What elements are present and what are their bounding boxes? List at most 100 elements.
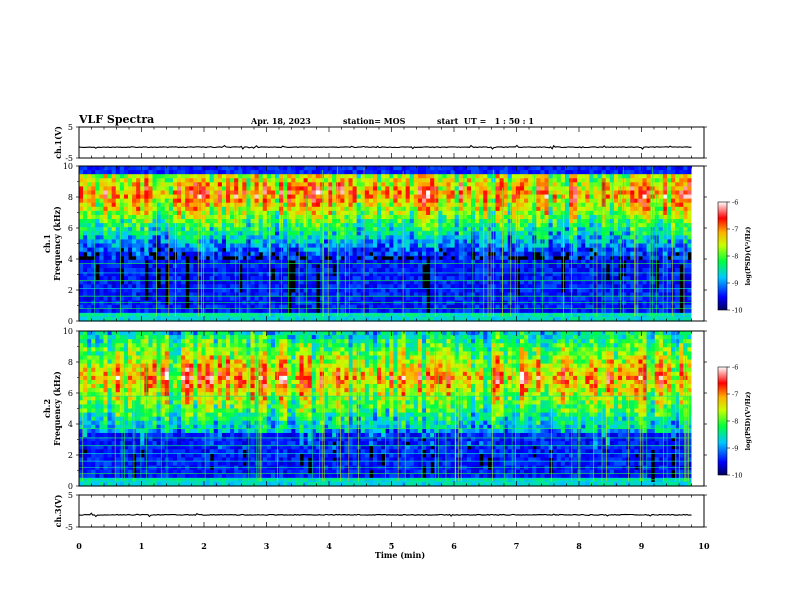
ch1-spec-cell <box>250 263 256 269</box>
ch1-spec-cell <box>328 316 333 322</box>
ch1-spec-cell <box>360 206 366 212</box>
ch1-spec-cell <box>364 259 370 265</box>
ch1-spec-cell <box>417 231 423 236</box>
ch1-spec-cell <box>181 304 186 310</box>
ch1-spec-cell <box>503 235 509 241</box>
ch1-spec-cell <box>507 288 513 294</box>
ch1-spec-cell <box>585 292 591 298</box>
ch1-spec-cell <box>177 182 182 187</box>
ch1-spec-cell <box>87 198 92 204</box>
ch1-spec-cell <box>466 296 472 302</box>
ch1-spec-cell <box>524 259 529 265</box>
ch1-spec-cell <box>413 280 419 285</box>
ch1-spec-cell <box>283 198 288 204</box>
ch1-spec-cell <box>283 214 288 220</box>
ch1-spec-cell <box>307 198 313 204</box>
ch1-spec-cell <box>311 178 317 183</box>
ch1-spec-cell <box>83 272 88 277</box>
ch1-spec-cell <box>181 178 186 183</box>
ch1-spec-cell <box>230 182 235 187</box>
ch1-spec-cell <box>287 198 292 204</box>
ch1-spec-cell <box>446 239 452 245</box>
ch1-spec-cell <box>511 243 517 249</box>
ch1-spec-cell <box>311 231 317 236</box>
ch1-spec-cell <box>99 304 105 310</box>
ch1-spec-cell <box>442 267 448 273</box>
ch1-spec-cell <box>520 263 525 269</box>
ch1-spec-cell <box>450 300 456 306</box>
ch1-spec-cell <box>217 280 223 285</box>
ch1-spec-cell <box>601 223 607 228</box>
ch1-spec-cell <box>307 267 313 273</box>
ch1-spec-cell <box>324 223 329 228</box>
ch1-spec-cell <box>230 292 235 298</box>
ch1-spec-cell <box>168 186 174 192</box>
ch1-spec-cell <box>417 288 423 294</box>
ch1-spec-cell <box>205 292 211 298</box>
ch1-spec-cell <box>548 239 554 245</box>
ch1-spec-cell <box>585 243 591 249</box>
ch1-spec-cell <box>536 308 542 314</box>
ch1-spec-cell <box>364 214 370 220</box>
ch1-spec-cell <box>148 308 154 314</box>
ch1-spec-cell <box>344 251 350 257</box>
ch1-spec-cell <box>234 206 239 212</box>
ch1-spec-cell <box>360 280 366 285</box>
ch1-spec-cell <box>446 198 452 204</box>
ch1-spec-cell <box>238 255 243 261</box>
ch1-spec-cell <box>413 182 419 187</box>
ch1-spec-cell <box>393 300 399 306</box>
ch1-spec-cell <box>132 227 137 232</box>
ch1-spec-cell <box>626 206 631 212</box>
ch1-spec-cell <box>177 267 182 273</box>
ch1-spec-cell <box>377 251 382 257</box>
ch1-spec-cell <box>381 263 386 269</box>
ch1-spec-cell <box>136 182 141 187</box>
ch1-spec-cell <box>283 174 288 179</box>
ch1-spec-cell <box>307 255 313 261</box>
ch1-spec-cell <box>156 198 162 204</box>
ch1-spec-cell <box>405 166 411 171</box>
ch1-spec-cell <box>132 288 137 294</box>
ch1-spec-cell <box>303 239 309 245</box>
ch1-spec-cell <box>397 194 403 200</box>
ch1-spec-cell <box>462 166 468 171</box>
ch1-spec-cell <box>160 166 166 171</box>
ch1-spec-cell <box>364 284 370 289</box>
ch1-spec-cell <box>352 186 358 192</box>
ch1-spec-cell <box>364 219 370 224</box>
ch1-spec-cell <box>250 300 256 306</box>
ch1-spec-cell <box>442 170 448 175</box>
ch1-spec-cell <box>552 206 558 212</box>
ch1-spec-cell <box>246 272 252 277</box>
ch1-spec-cell <box>401 300 407 306</box>
ch1-spec-cell <box>258 259 264 265</box>
ch1-spec-cell <box>172 194 178 200</box>
ch1-spec-cell <box>275 296 280 302</box>
ch1-spec-cell <box>270 202 276 208</box>
ch1-spec-cell <box>275 170 280 175</box>
ch1-spec-cell <box>270 243 276 249</box>
ch1-spec-cell <box>556 284 562 289</box>
ch1-spec-cell <box>462 272 468 277</box>
ch1-spec-cell <box>91 231 96 236</box>
ch1-spec-cell <box>250 316 256 322</box>
ch1-spec-cell <box>426 198 431 204</box>
ch1-spec-cell <box>344 247 350 253</box>
ch1-spec-cell <box>201 263 207 269</box>
ch1-spec-cell <box>295 284 301 289</box>
ch1-spec-cell <box>123 219 129 224</box>
ch1-spec-cell <box>83 259 88 265</box>
ch1-spec-cell <box>226 251 231 257</box>
ch1-spec-cell <box>585 316 591 322</box>
ch1-spec-cell <box>291 194 297 200</box>
ch1-spec-cell <box>270 206 276 212</box>
ch1-spec-cell <box>499 308 505 314</box>
ch1-spec-cell <box>434 247 439 253</box>
ch1-spec-cell <box>311 190 317 196</box>
ch1-spec-cell <box>479 190 484 196</box>
ch1-spec-cell <box>299 219 305 224</box>
ch1-spec-cell <box>250 231 256 236</box>
ch1-spec-cell <box>511 206 517 212</box>
ch1-spec-cell <box>622 243 627 249</box>
